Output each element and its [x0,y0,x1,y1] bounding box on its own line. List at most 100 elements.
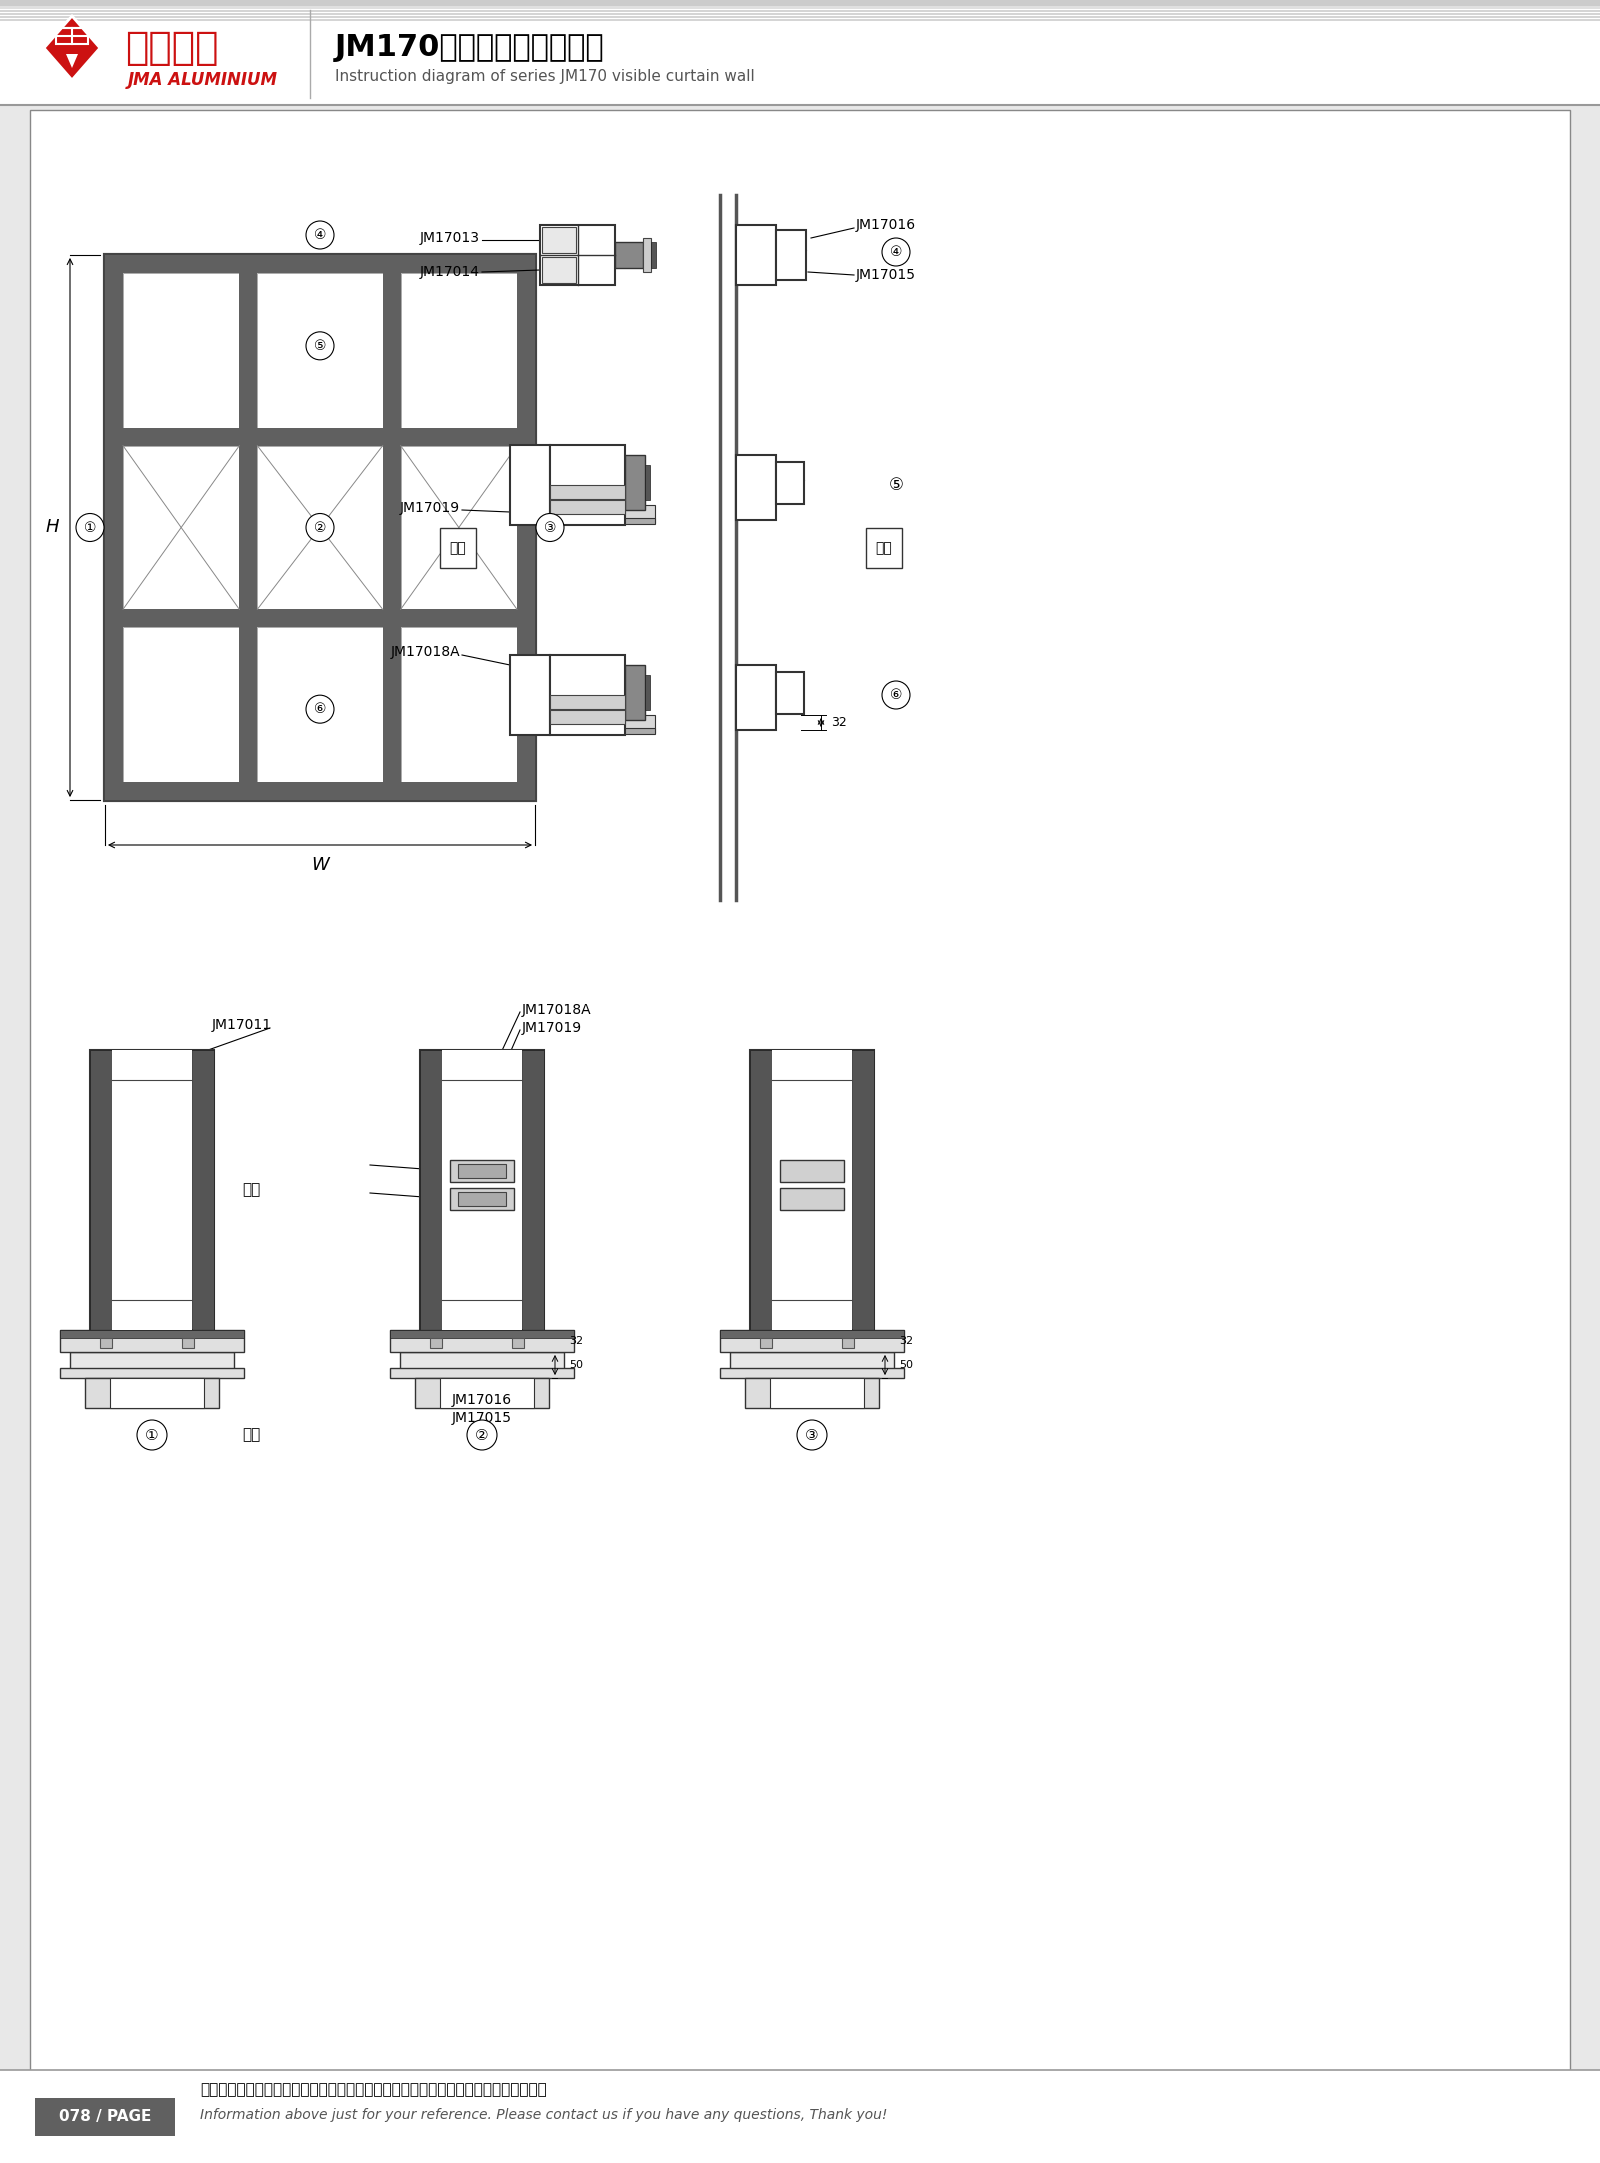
Bar [400,446,517,610]
Bar [736,454,776,519]
Bar [750,1049,874,1330]
Text: ⑥: ⑥ [890,688,902,703]
Bar [56,28,88,43]
Text: 室外: 室外 [875,541,893,556]
Bar [776,673,805,714]
Text: Information above just for your reference. Please contact us if you have any que: Information above just for your referenc… [200,2109,888,2122]
Bar [106,783,534,800]
Bar [750,1049,771,1330]
Text: 室内: 室内 [450,541,466,556]
Bar [510,446,550,526]
Text: ⑥: ⑥ [314,703,326,716]
Bar [123,627,240,783]
Bar [458,1192,506,1207]
Bar [643,238,651,273]
Text: W: W [310,857,330,874]
Bar [258,446,382,610]
Text: 图中所示型材截面、装配、编号、尺寸及重量仅供参考。如有疑问，请向本公司查询。: 图中所示型材截面、装配、编号、尺寸及重量仅供参考。如有疑问，请向本公司查询。 [200,2083,547,2098]
Bar [771,1049,851,1330]
Text: JM17019: JM17019 [522,1021,582,1036]
Text: 50: 50 [570,1361,582,1369]
Bar [400,627,517,783]
Bar [192,1049,214,1330]
Text: 室内: 室内 [242,1183,261,1198]
Bar [123,446,240,610]
Text: ①: ① [83,521,96,534]
Bar [517,255,534,800]
Bar [419,1049,442,1330]
Bar [542,227,576,253]
Bar [90,1049,112,1330]
Bar [770,1378,864,1408]
Text: JM17018A: JM17018A [522,1004,592,1017]
Bar [720,1330,904,1339]
Circle shape [882,681,910,709]
Bar [106,255,534,273]
Bar [61,1330,243,1339]
Bar [781,1187,845,1209]
Bar [510,716,654,733]
Bar [550,655,626,735]
Bar [626,664,645,720]
Bar [614,242,643,268]
Bar [106,428,534,446]
Bar [400,1352,563,1369]
Text: JM17014: JM17014 [419,266,480,279]
Bar [414,1378,549,1408]
Bar [760,1339,771,1348]
Text: ⑤: ⑤ [314,340,326,353]
Bar [512,1339,525,1348]
Bar [258,273,382,428]
Text: ①: ① [146,1428,158,1443]
Text: JM17016: JM17016 [451,1393,512,1406]
Bar [720,1367,904,1378]
Bar [0,0,1600,106]
Text: JM17013: JM17013 [419,231,480,244]
Bar [430,1339,442,1348]
Bar [736,664,776,729]
Circle shape [536,513,563,541]
Bar [522,1049,544,1330]
Bar [781,1159,845,1181]
Circle shape [797,1419,827,1449]
Polygon shape [66,54,78,67]
Text: ③: ③ [805,1428,819,1443]
Text: 坚美铝业: 坚美铝业 [125,28,219,67]
Bar [866,528,902,569]
Bar [85,1378,219,1408]
Bar [99,1339,112,1348]
Bar [0,0,1600,6]
Bar [442,1049,522,1330]
Bar [842,1339,854,1348]
Bar [110,1378,205,1408]
Bar [61,1330,243,1352]
Bar [440,528,477,569]
Bar [440,1378,534,1408]
Bar [746,1378,878,1408]
Text: 32: 32 [570,1337,582,1345]
Bar [541,225,614,286]
Circle shape [306,513,334,541]
Bar [450,1187,514,1209]
Bar [112,1049,192,1330]
Bar [645,675,650,709]
Bar [776,229,806,279]
Bar [123,273,240,428]
Bar [450,1159,514,1181]
Text: ②: ② [475,1428,490,1443]
Text: JM170系列明框幕墙结构图: JM170系列明框幕墙结构图 [334,32,605,63]
Text: ⑤: ⑤ [888,476,904,493]
Circle shape [77,513,104,541]
Text: Instruction diagram of series JM170 visible curtain wall: Instruction diagram of series JM170 visi… [334,69,755,84]
Circle shape [138,1419,166,1449]
Circle shape [306,221,334,249]
Text: JM17015: JM17015 [453,1410,512,1425]
Bar [390,1330,574,1352]
Bar [90,1049,214,1330]
Bar [0,6,1600,9]
Text: ②: ② [314,521,326,534]
Bar [106,610,534,627]
Bar [550,446,626,526]
Bar [542,257,576,283]
Bar [645,465,650,500]
